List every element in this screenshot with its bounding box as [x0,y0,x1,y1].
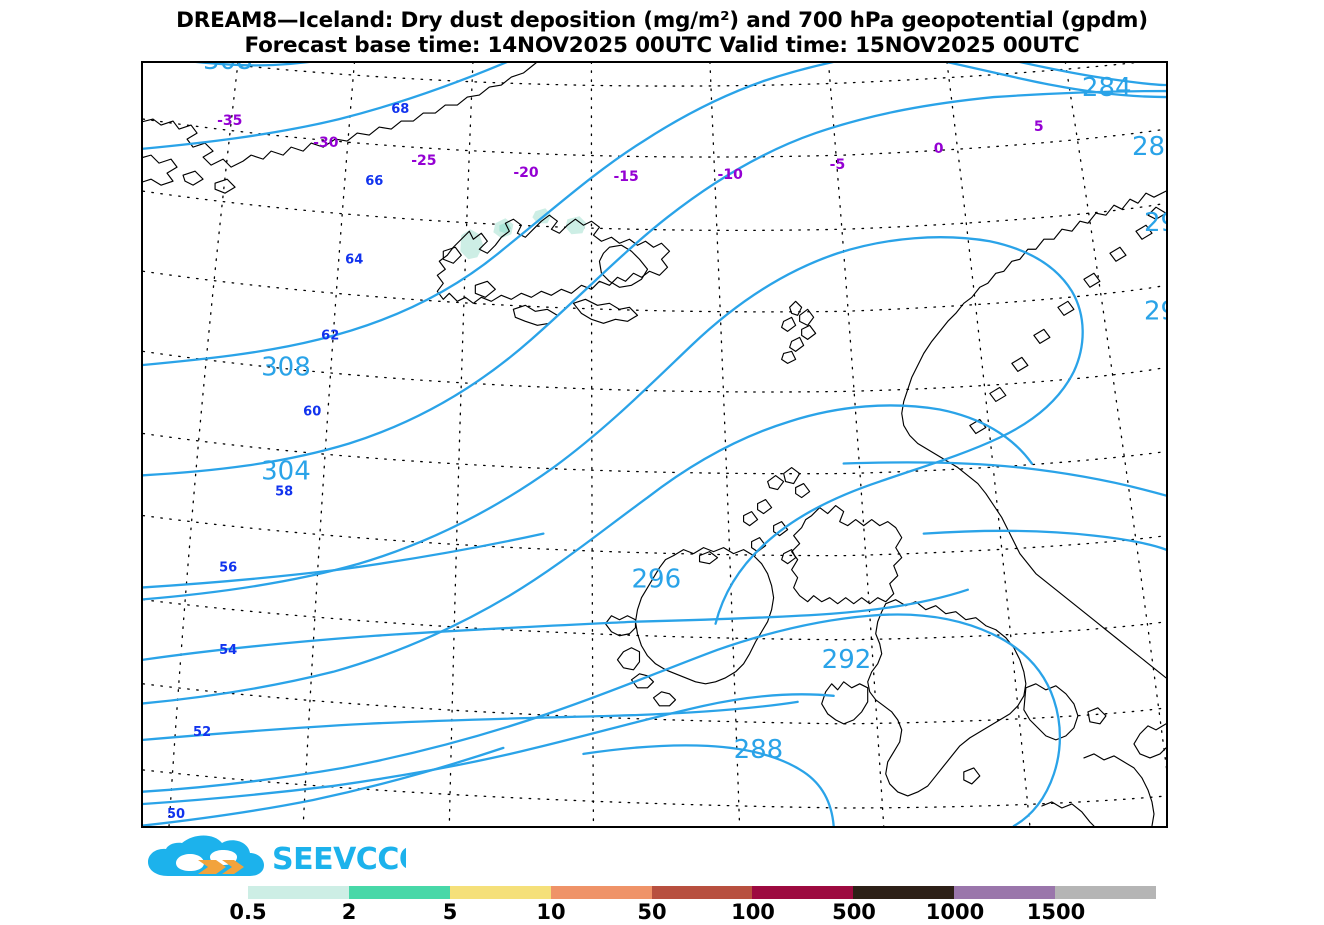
lat-label-50: 50 [167,807,185,822]
colorbar-tick-3: 10 [536,900,566,924]
lon-label--15: -15 [613,169,638,185]
lat-label-60: 60 [303,404,321,419]
coastline-ireland [604,547,775,707]
colorbar-segment-5 [752,886,854,899]
colorbar-segment-8 [1055,886,1157,899]
map-canvas: .coast{fill:none;stroke:#000;stroke-widt… [143,63,1166,826]
colorbar-segment-1 [348,886,450,899]
logo-wordmark: SEEVCCC [272,842,406,877]
colorbar-tick-2: 5 [442,900,458,924]
lat-label-64: 64 [345,252,363,267]
colorbar-segment-6 [853,886,955,899]
colorbar-segment-2 [449,886,551,899]
colorbar-tick-6: 500 [832,900,876,924]
colorbar-tick-0: 0.5 [229,900,267,924]
forecast-map: .coast{fill:none;stroke:#000;stroke-widt… [141,61,1168,828]
contour-label-296-edge: 296 [1144,296,1166,326]
lat-label-54: 54 [219,643,237,658]
lon-label--10: -10 [718,167,744,183]
lon-label--20: -20 [513,165,539,181]
contour-label-288b: 288 [734,735,784,765]
contour-label-292: 292 [822,645,872,675]
lat-label-62: 62 [321,328,339,343]
contour-label-308: 308 [261,352,311,382]
seevccc-logo: SEEVCCC [146,833,406,877]
longitude-gridlines [168,63,1166,826]
lon-label--25: -25 [411,153,436,169]
colorbar-tick-4: 50 [637,900,667,924]
coastline-faroe-islands [781,300,817,364]
colorbar-segment-4 [651,886,753,899]
lon-label-5: 5 [1034,119,1044,135]
lon-label--5: -5 [830,157,846,173]
page-title: DREAM8—Iceland: Dry dust deposition (mg/… [176,8,1148,33]
lat-label-66: 66 [365,174,383,189]
colorbar-tick-7: 1000 [925,900,985,924]
contour-label-top-edge: 308 [203,63,253,76]
forecast-time-subtitle: Forecast base time: 14NOV2025 00UTC Vali… [244,33,1080,58]
coastline-greenland [143,63,537,194]
logo-svg: SEEVCCC [148,835,406,877]
coastline-norway [901,190,1166,679]
colorbar-segment-3 [550,886,652,899]
lat-label-58: 58 [275,485,293,500]
contour-label-284: 284 [1082,73,1132,103]
colorbar-tick-labels: 0.5 2 5 10 50 100 500 1000 1500 [229,899,1156,924]
lat-label-52: 52 [193,725,211,740]
contour-label-296: 296 [631,565,681,595]
contour-value-labels: 284 288 308 304 296 292 288 292 296 308 [203,63,1166,765]
latitude-gridlines [143,63,1166,809]
contour-label-292-edge: 292 [1144,208,1166,238]
lon-label-0: 0 [934,141,944,157]
colorbar-strip [248,886,1157,899]
coastline-scotland [743,466,903,605]
lon-label--30: -30 [313,135,339,151]
colorbar-segment-7 [954,886,1056,899]
lon-label--35: -35 [217,113,242,129]
chevron-arrow-icon [198,860,244,874]
colorbar-tick-1: 2 [341,900,357,924]
longitude-labels: -35 -30 -25 -20 -15 -10 -5 0 5 [217,113,1044,185]
colorbar-segment-0 [248,886,349,899]
contour-label-304: 304 [261,457,311,487]
lat-label-68: 68 [391,102,409,117]
contour-label-288: 288 [1132,132,1166,162]
latitude-labels: 68 66 64 62 60 58 56 54 52 50 [167,102,409,822]
dust-deposition-colorbar: 0.5 2 5 10 50 100 500 1000 1500 [229,886,1157,924]
geopotential-contours [143,63,1166,826]
coastline-england-wales [821,599,1107,797]
colorbar-tick-5: 100 [731,900,775,924]
chart-title-block: DREAM8—Iceland: Dry dust deposition (mg/… [0,8,1324,58]
lat-label-56: 56 [219,561,237,576]
coastline-continental-europe [1041,723,1166,826]
colorbar-tick-8: 1500 [1026,900,1086,924]
